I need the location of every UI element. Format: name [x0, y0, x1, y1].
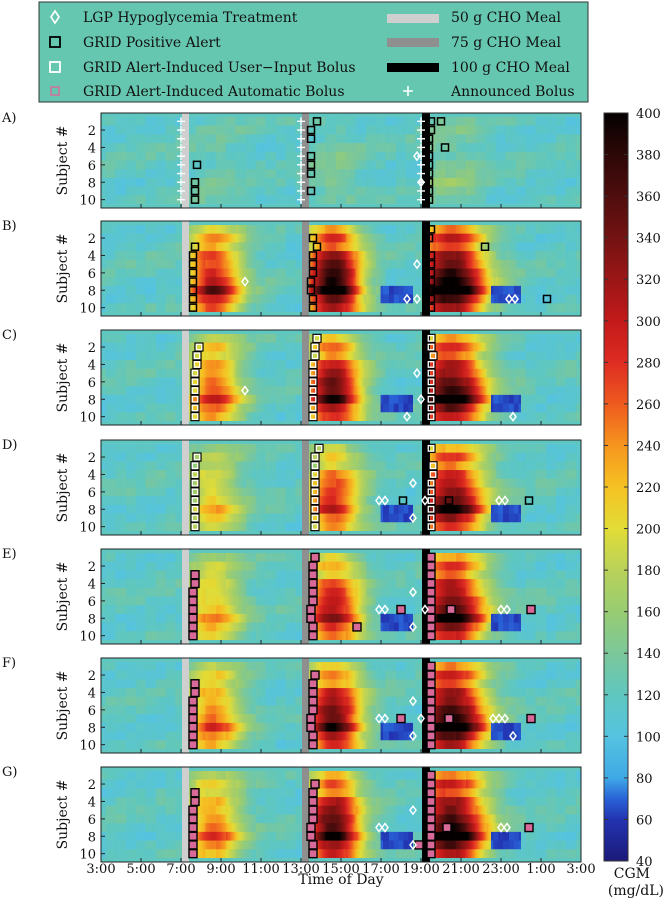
y-tick-label: 10 [79, 194, 96, 209]
legend-item-auto-bolus: GRID Alert-Induced Automatic Bolus [51, 84, 345, 100]
heatmap-cells [101, 225, 581, 312]
legend-label-auto-bolus: GRID Alert-Induced Automatic Bolus [83, 84, 345, 100]
legend-label-meal75: 75 g CHO Meal [451, 35, 561, 51]
legend-label-meal50: 50 g CHO Meal [451, 10, 561, 26]
legend-label-meal100: 100 g CHO Meal [451, 60, 570, 76]
y-tick-label: 2 [88, 124, 96, 139]
y-tick-label: 4 [88, 141, 96, 156]
meal-bar-icon [387, 38, 439, 47]
legend-item-lgp: LGP Hypoglycemia Treatment [51, 10, 298, 26]
y-tick-label: 6 [88, 159, 96, 174]
meal-bar-icon [387, 63, 439, 72]
panel-a: 2 4 6 8 10 A) Subject # [1, 111, 581, 209]
legend-label-announced: Announced Bolus [450, 84, 575, 100]
legend-item-user-bolus: GRID Alert-Induced User−Input Bolus [50, 60, 356, 76]
panel-label: A) [1, 111, 16, 126]
legend-label-grid-alert: GRID Positive Alert [83, 35, 221, 51]
meal-bar [182, 113, 189, 208]
legend-label-lgp: LGP Hypoglycemia Treatment [83, 10, 298, 26]
panel-margin [101, 113, 581, 117]
y-tick-label: 8 [88, 176, 96, 191]
legend: LGP Hypoglycemia Treatment GRID Positive… [39, 2, 588, 102]
heatmap-cells [101, 117, 581, 204]
y-axis-label: Subject # [55, 126, 71, 196]
meal-bar-icon [387, 14, 439, 23]
legend-label-user-bolus: GRID Alert-Induced User−Input Bolus [83, 60, 356, 76]
